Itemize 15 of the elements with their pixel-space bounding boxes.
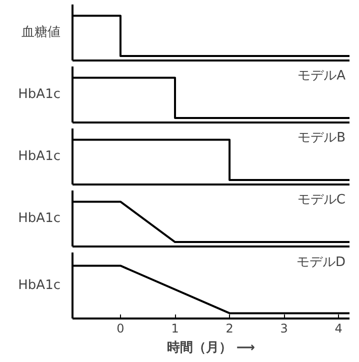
chart-title: モデルB <box>298 130 346 146</box>
x-tick-label: 1 <box>171 322 179 336</box>
x-tick-label: 4 <box>334 322 342 336</box>
y-axis-title: 血糖値 <box>22 25 60 40</box>
chart-title: モデルA <box>298 68 346 84</box>
x-tick-label: 3 <box>280 322 288 336</box>
chart-title: モデルD <box>296 255 346 270</box>
chart-title: モデルC <box>297 192 346 208</box>
x-axis-title: 時間（月） ⟶ <box>166 340 256 356</box>
y-axis-title: HbA1c <box>18 278 61 293</box>
y-axis-title: HbA1c <box>18 149 61 164</box>
x-tick-label: 2 <box>226 322 234 336</box>
y-axis-title: HbA1c <box>18 211 61 226</box>
x-tick-label: 0 <box>116 322 124 336</box>
y-axis-title: HbA1c <box>18 87 61 102</box>
